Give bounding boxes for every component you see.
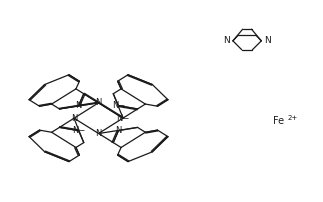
- Text: N: N: [75, 101, 82, 110]
- Text: N: N: [115, 126, 122, 135]
- Text: N−: N−: [112, 101, 125, 110]
- Text: N: N: [264, 36, 271, 45]
- Text: N: N: [223, 36, 230, 45]
- Text: 2+: 2+: [287, 115, 298, 121]
- Text: N−: N−: [116, 114, 130, 123]
- Text: N: N: [95, 129, 102, 138]
- Text: N−: N−: [72, 126, 85, 135]
- Text: Fe: Fe: [273, 116, 284, 126]
- Text: N: N: [71, 114, 77, 123]
- Text: N: N: [95, 98, 102, 107]
